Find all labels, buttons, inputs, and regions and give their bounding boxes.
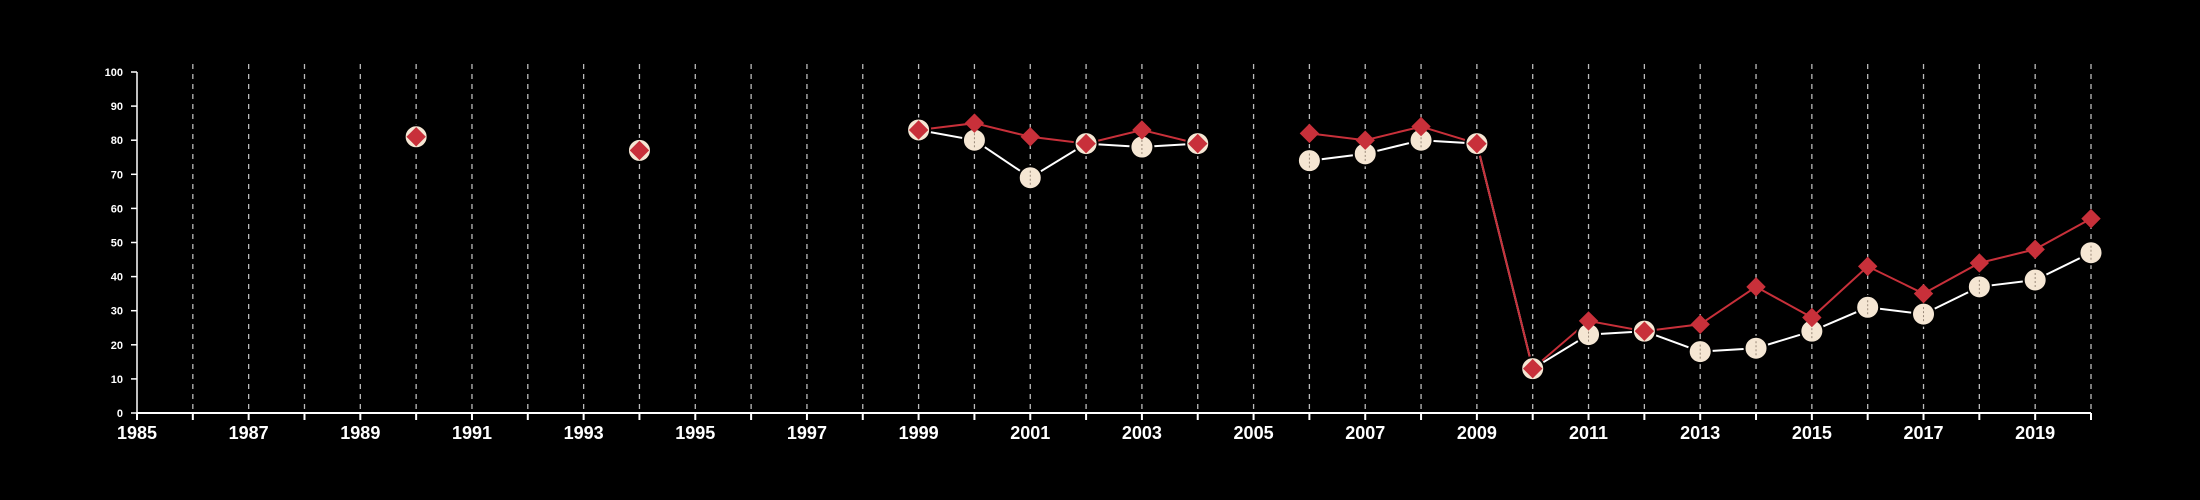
x-tick-label: 2013 xyxy=(1680,423,1720,443)
y-tick-label: 20 xyxy=(111,340,123,352)
x-tick-label: 1989 xyxy=(340,423,380,443)
x-tick-label: 1987 xyxy=(229,423,269,443)
data-point-diamond xyxy=(1634,321,1655,341)
x-tick-label: 2009 xyxy=(1457,423,1497,443)
series xyxy=(403,113,2104,382)
series-diamond-line xyxy=(918,122,1198,145)
x-tick-label: 2001 xyxy=(1010,423,1050,443)
data-point-circle xyxy=(2022,267,2048,293)
data-point-diamond xyxy=(2081,208,2101,229)
y-tick-label: 90 xyxy=(111,101,123,113)
tick-labels: 1985 1987 1989 1991 1993 1995 1997 1999 2001 2003… xyxy=(105,67,2056,443)
data-point-diamond xyxy=(406,127,426,147)
data-point-circle xyxy=(1687,339,1713,365)
y-tick-label: 40 xyxy=(111,272,123,284)
data-point-diamond xyxy=(1020,127,1040,147)
y-tick-label: 0 xyxy=(117,408,123,420)
x-tick-label: 2005 xyxy=(1234,423,1274,443)
data-point-diamond xyxy=(1746,277,1766,297)
data-point-diamond xyxy=(1802,307,1822,328)
x-tick-label: 1999 xyxy=(899,423,939,443)
data-point-diamond xyxy=(1132,120,1152,140)
data-point-circle xyxy=(1017,165,1043,191)
data-point-diamond xyxy=(1523,358,1543,379)
y-tick-label: 80 xyxy=(111,135,123,147)
y-tick-label: 70 xyxy=(111,169,123,181)
data-point-diamond xyxy=(1913,283,1934,304)
data-point-diamond xyxy=(1411,116,1431,137)
data-point-diamond xyxy=(1188,133,1208,154)
x-tick-label: 2019 xyxy=(2015,423,2055,443)
y-tick-label: 60 xyxy=(111,203,123,215)
x-tick-label: 2017 xyxy=(1903,423,1943,443)
y-tick-label: 100 xyxy=(105,67,123,79)
data-point-diamond xyxy=(964,113,985,133)
data-point-diamond xyxy=(1076,133,1096,154)
data-point-diamond xyxy=(1690,314,1710,335)
x-tick-label: 2007 xyxy=(1345,423,1385,443)
data-point-diamond xyxy=(1578,311,1599,331)
data-point-diamond xyxy=(1355,130,1375,150)
data-point-diamond xyxy=(1299,123,1320,144)
data-point-circle xyxy=(2078,240,2104,266)
x-tick-label: 1995 xyxy=(675,423,715,443)
data-point-circle xyxy=(1296,148,1322,174)
x-tick-label: 1985 xyxy=(117,423,157,443)
data-point-diamond xyxy=(2025,239,2045,260)
x-tick-label: 2015 xyxy=(1792,423,1832,443)
data-point-diamond xyxy=(1857,256,1878,277)
y-tick-label: 50 xyxy=(111,238,123,250)
data-point-circle xyxy=(1966,274,1992,300)
data-point-diamond xyxy=(1467,133,1487,154)
grid-lines xyxy=(192,64,2092,413)
x-tick-label: 1993 xyxy=(564,423,604,443)
data-point-diamond xyxy=(908,120,929,140)
y-tick-label: 30 xyxy=(111,306,123,318)
data-point-circle xyxy=(1911,301,1937,327)
data-point-diamond xyxy=(629,140,650,161)
data-point-diamond xyxy=(1969,253,1990,273)
axes xyxy=(131,71,2092,420)
y-tick-label: 10 xyxy=(111,374,123,386)
x-tick-label: 1997 xyxy=(787,423,827,443)
data-point-circle xyxy=(1855,294,1881,320)
x-tick-label: 2011 xyxy=(1569,423,1608,443)
x-tick-label: 2003 xyxy=(1122,423,1162,443)
series-circle-line xyxy=(918,129,1198,179)
data-point-circle xyxy=(1743,335,1769,361)
x-tick-label: 1991 xyxy=(452,423,492,443)
